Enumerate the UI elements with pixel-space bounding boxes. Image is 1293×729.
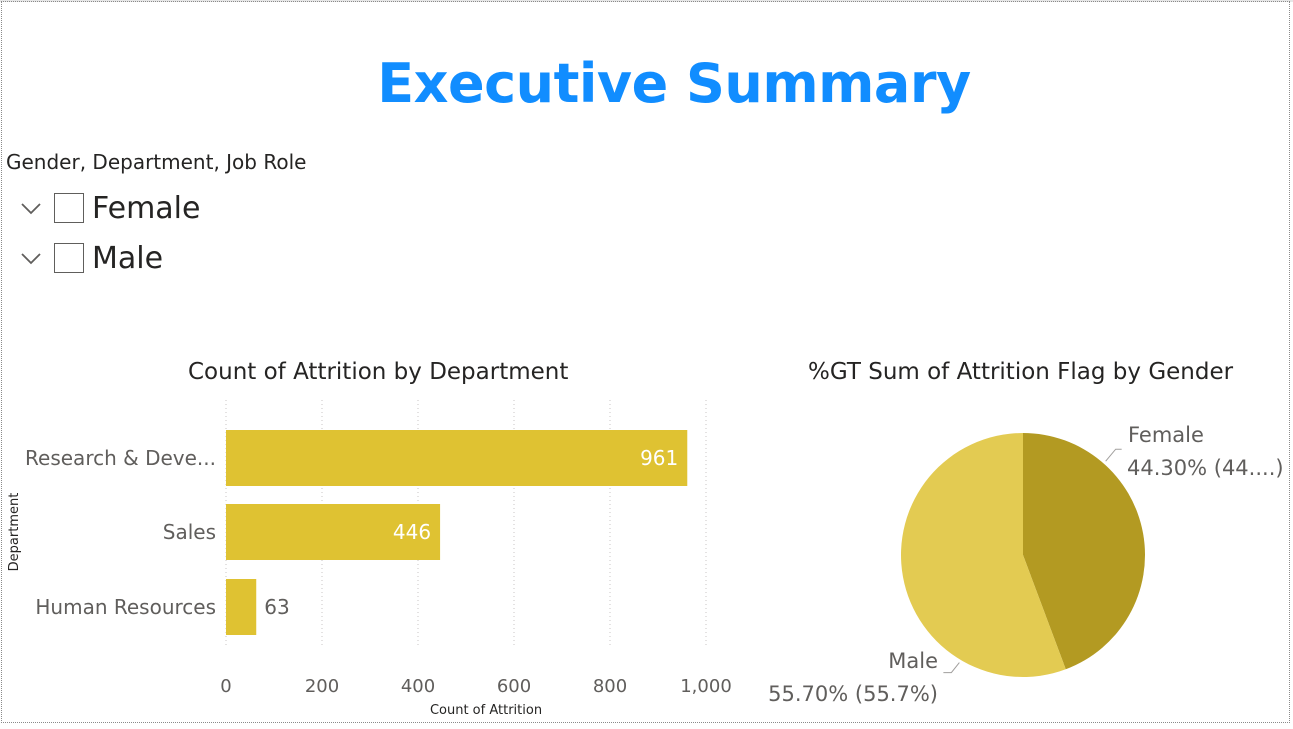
pie-data-label: 44.30% (44....) [1127,456,1284,480]
checkbox[interactable] [54,243,84,273]
slicer-item-male[interactable]: Male [18,240,164,276]
slicer-header: Gender, Department, Job Role [6,150,307,174]
pie-category-label: Male [888,649,938,673]
bar-data-label: 63 [264,595,289,619]
slicer-item-label: Female [92,190,201,226]
x-tick-label: 200 [305,676,339,697]
y-category-label: Sales [163,520,216,544]
attrition-by-department-chart: 0 200 400 600 800 1,000 Research & Deve... 961 S… [7,400,732,718]
x-axis-title: Count of Attrition [430,703,542,718]
leader-line [1105,448,1122,462]
y-category-label: Research & Deve... [25,446,216,470]
y-category-label: Human Resources [35,595,216,619]
y-axis-title: Department [7,493,22,572]
x-tick-label: 400 [401,676,435,697]
attrition-by-gender-chart: Female 44.30% (44....) Male 55.70% (55.7%) [768,423,1284,706]
x-tick-label: 0 [220,676,231,697]
checkbox[interactable] [54,193,84,223]
pie-chart-title: %GT Sum of Attrition Flag by Gender [808,359,1234,385]
pie-slice[interactable] [901,433,1066,677]
chevron-down-icon[interactable] [18,195,44,221]
bar[interactable] [226,430,688,486]
x-tick-label: 1,000 [680,676,732,697]
page-title: Executive Summary [377,52,971,115]
x-tick-label: 800 [593,676,627,697]
leader-line [943,662,960,674]
bar[interactable] [226,579,257,635]
pie-slice[interactable] [1023,433,1145,670]
pie-category-label: Female [1128,423,1204,447]
chevron-down-icon[interactable] [18,245,44,271]
slicer-item-female[interactable]: Female [18,190,201,226]
bar-data-label: 961 [640,446,678,470]
x-tick-label: 600 [497,676,531,697]
pie-data-label: 55.70% (55.7%) [768,682,938,706]
bar[interactable] [226,504,441,560]
bar-chart-title: Count of Attrition by Department [188,359,569,385]
bar-data-label: 446 [393,520,431,544]
slicer-item-label: Male [92,240,164,276]
